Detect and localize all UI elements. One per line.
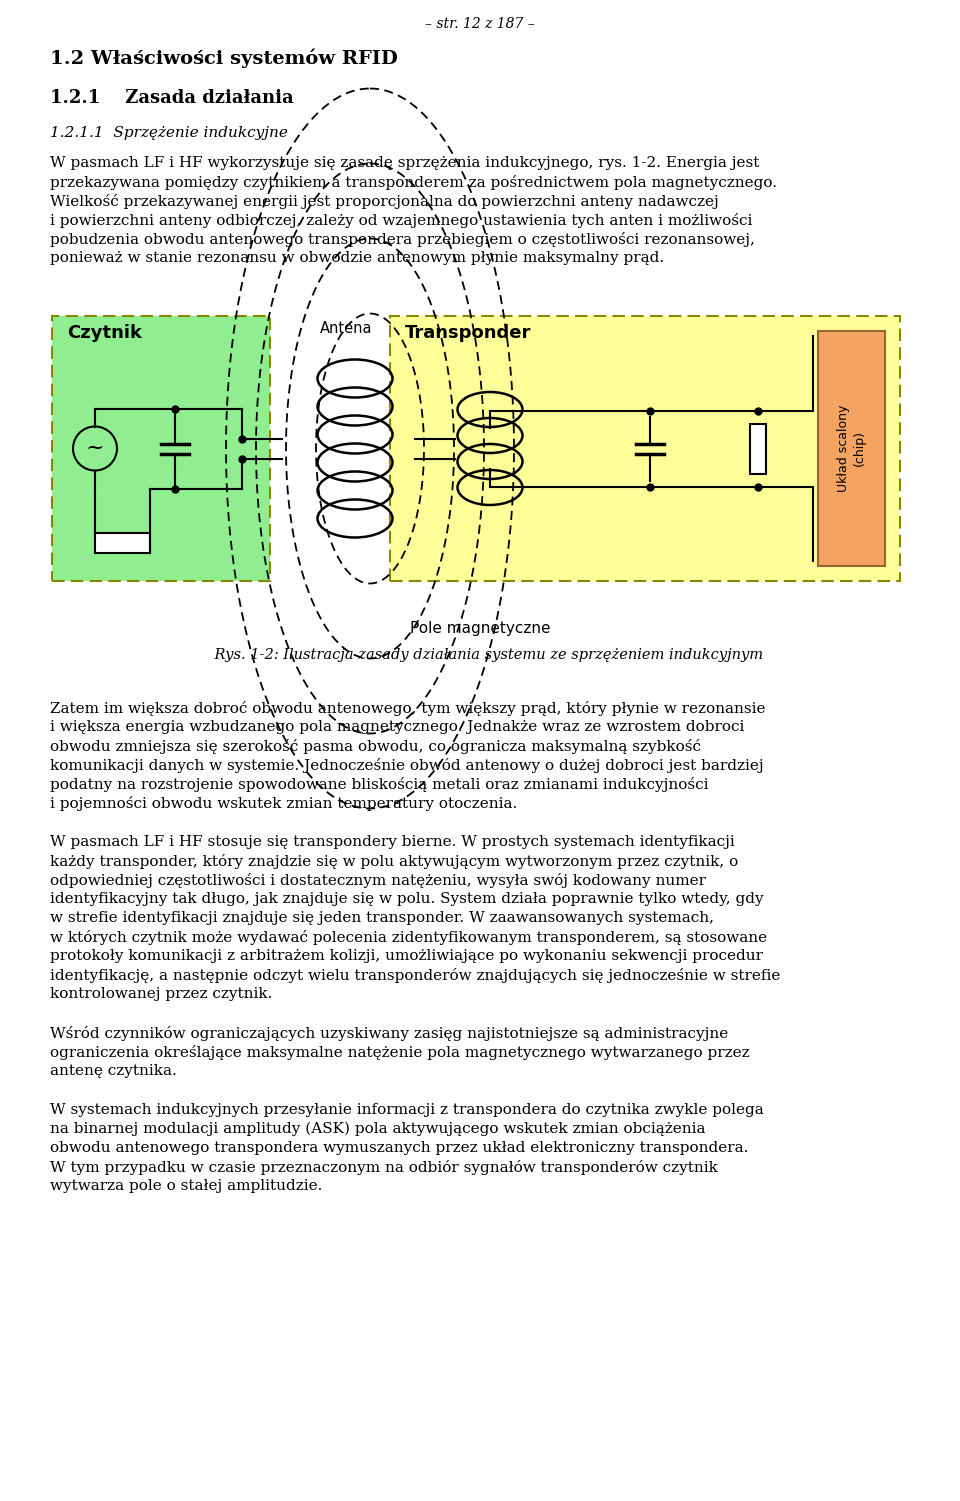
Text: identyfikację, a następnie odczyt wielu transponderów znajdujących się jednocześ: identyfikację, a następnie odczyt wielu … (50, 968, 780, 983)
Text: ponieważ w stanie rezonansu w obwodzie antenowym płynie maksymalny prąd.: ponieważ w stanie rezonansu w obwodzie a… (50, 251, 664, 266)
Text: ograniczenia określające maksymalne natężenie pola magnetycznego wytwarzanego pr: ograniczenia określające maksymalne natę… (50, 1045, 750, 1060)
Text: w których czytnik może wydawać polecenia zidentyfikowanym transponderem, są stos: w których czytnik może wydawać polecenia… (50, 931, 767, 946)
Text: Układ scalony
(chip): Układ scalony (chip) (837, 405, 866, 492)
Text: kontrolowanej przez czytnik.: kontrolowanej przez czytnik. (50, 988, 273, 1001)
Text: Antena: Antena (320, 321, 372, 336)
Text: antenę czytnika.: antenę czytnika. (50, 1064, 177, 1078)
Text: W systemach indukcyjnych przesyłanie informacji z transpondera do czytnika zwykl: W systemach indukcyjnych przesyłanie inf… (50, 1103, 764, 1117)
Bar (750, 423, 766, 473)
FancyBboxPatch shape (52, 317, 270, 581)
Text: obwodu zmniejsza się szerokość pasma obwodu, co ogranicza maksymalną szybkość: obwodu zmniejsza się szerokość pasma obw… (50, 738, 701, 754)
Text: 1.2.1    Zasada działania: 1.2.1 Zasada działania (50, 89, 294, 107)
Text: Transponder: Transponder (405, 324, 532, 342)
Text: Zatem im większa dobroć obwodu antenowego, tym większy prąd, który płynie w rezo: Zatem im większa dobroć obwodu antenoweg… (50, 701, 765, 716)
Text: obwodu antenowego transpondera wymuszanych przez układ elektroniczny transponder: obwodu antenowego transpondera wymuszany… (50, 1141, 749, 1154)
Text: Wielkość przekazywanej energii jest proporcjonalna do powierzchni anteny nadawcz: Wielkość przekazywanej energii jest prop… (50, 194, 719, 209)
Text: Wśród czynników ograniczających uzyskiwany zasięg najistotniejsze są administrac: Wśród czynników ograniczających uzyskiwa… (50, 1027, 729, 1042)
Text: odpowiedniej częstotliwości i dostatecznym natężeniu, wysyła swój kodowany numer: odpowiedniej częstotliwości i dostateczn… (50, 874, 706, 889)
Text: na binarnej modulacji amplitudy (ASK) pola aktywującego wskutek zmian obciążenia: na binarnej modulacji amplitudy (ASK) po… (50, 1123, 706, 1136)
Text: W pasmach LF i HF wykorzystuje się zasadę sprzężenia indukcyjnego, rys. 1-2. Ene: W pasmach LF i HF wykorzystuje się zasad… (50, 156, 759, 170)
Bar (95, 533, 150, 552)
FancyBboxPatch shape (818, 332, 885, 566)
Text: przekazywana pomiędzy czytnikiem a transponderem za pośrednictwem pola magnetycz: przekazywana pomiędzy czytnikiem a trans… (50, 176, 777, 191)
Text: identyfikacyjny tak długo, jak znajduje się w polu. System działa poprawnie tylk: identyfikacyjny tak długo, jak znajduje … (50, 892, 763, 907)
Text: Rys. 1-2: Ilustracja zasady działania systemu ze sprzężeniem indukcyjnym: Rys. 1-2: Ilustracja zasady działania sy… (197, 648, 763, 662)
Text: i pojemności obwodu wskutek zmian temperatury otoczenia.: i pojemności obwodu wskutek zmian temper… (50, 796, 517, 811)
Text: W pasmach LF i HF stosuje się transpondery bierne. W prostych systemach identyfi: W pasmach LF i HF stosuje się transponde… (50, 835, 734, 850)
FancyBboxPatch shape (390, 317, 900, 581)
Text: i powierzchni anteny odbiorczej, zależy od wzajemnego ustawienia tych anten i mo: i powierzchni anteny odbiorczej, zależy … (50, 213, 753, 228)
Text: w strefie identyfikacji znajduje się jeden transponder. W zaawansowanych systema: w strefie identyfikacji znajduje się jed… (50, 911, 714, 925)
Text: – str. 12 z 187 –: – str. 12 z 187 – (425, 17, 535, 32)
Text: podatny na rozstrojenie spowodowane bliskością metali oraz zmianami indukcyjnośc: podatny na rozstrojenie spowodowane blis… (50, 778, 708, 793)
Text: każdy transponder, który znajdzie się w polu aktywującym wytworzonym przez czytn: każdy transponder, który znajdzie się w … (50, 854, 738, 869)
Text: i większa energia wzbudzanego pola magnetycznego. Jednakże wraz ze wzrostem dobr: i większa energia wzbudzanego pola magne… (50, 720, 744, 734)
Text: Pole magnetyczne: Pole magnetyczne (410, 621, 550, 636)
Text: 1.2 Właściwości systemów RFID: 1.2 Właściwości systemów RFID (50, 50, 397, 69)
Text: 1.2.1.1  Sprzężenie indukcyjne: 1.2.1.1 Sprzężenie indukcyjne (50, 126, 288, 140)
Text: komunikacji danych w systemie. Jednocześnie obwód antenowy o dużej dobroci jest : komunikacji danych w systemie. Jednocześ… (50, 758, 763, 773)
Text: W tym przypadku w czasie przeznaczonym na odbiór sygnałów transponderów czytnik: W tym przypadku w czasie przeznaczonym n… (50, 1160, 718, 1175)
Text: protokoły komunikacji z arbitrażem kolizji, umożliwiające po wykonaniu sekwencji: protokoły komunikacji z arbitrażem koliz… (50, 949, 763, 964)
Text: pobudzenia obwodu antenowego transpondera przebiegiem o częstotliwości rezonanso: pobudzenia obwodu antenowego transponder… (50, 233, 755, 248)
Text: Czytnik: Czytnik (67, 324, 142, 342)
Text: wytwarza pole o stałej amplitudzie.: wytwarza pole o stałej amplitudzie. (50, 1178, 323, 1193)
Text: ~: ~ (85, 437, 105, 458)
